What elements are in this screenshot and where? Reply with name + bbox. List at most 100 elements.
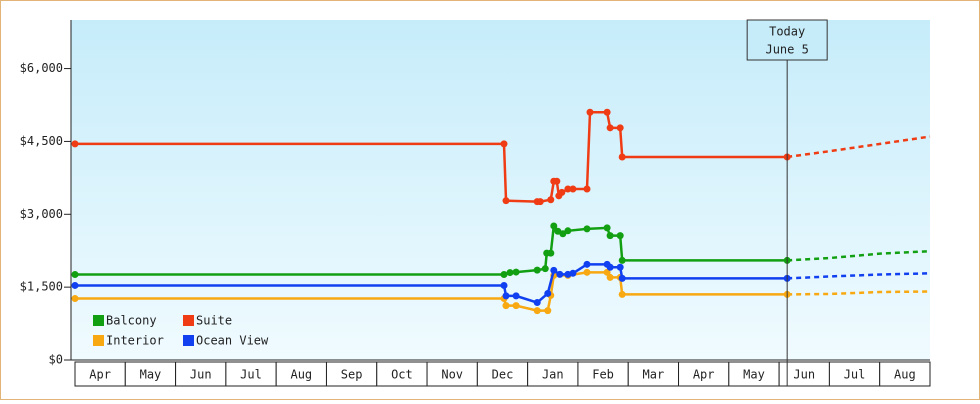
point xyxy=(564,227,572,235)
point xyxy=(506,269,514,277)
point xyxy=(512,292,520,300)
point xyxy=(564,185,572,193)
x-tick-box xyxy=(527,361,579,387)
point xyxy=(71,271,79,279)
point xyxy=(618,256,626,264)
legend-label: Suite xyxy=(196,314,232,328)
point xyxy=(71,140,79,148)
x-tick-box xyxy=(275,361,327,387)
legend-swatch xyxy=(93,315,104,326)
y-tick-label: $0 xyxy=(49,353,63,367)
point xyxy=(616,263,624,271)
projection-line xyxy=(787,249,931,262)
point xyxy=(533,266,541,274)
series-line xyxy=(75,263,788,304)
point xyxy=(618,290,626,298)
projection-line xyxy=(787,272,931,280)
projection-line xyxy=(786,135,931,159)
point xyxy=(547,249,555,257)
x-tick-label: Aug xyxy=(894,368,916,382)
point xyxy=(586,108,594,116)
x-tick-label: May xyxy=(140,368,162,382)
point xyxy=(533,307,541,315)
y-tick-label: $4,500 xyxy=(20,134,63,148)
point xyxy=(533,299,541,307)
x-tick-box xyxy=(225,361,277,387)
point xyxy=(502,197,510,205)
x-tick-label: Nov xyxy=(441,368,463,382)
point xyxy=(500,140,508,148)
x-tick-label: Jun xyxy=(190,368,212,382)
x-tick-label: Feb xyxy=(592,368,614,382)
point xyxy=(558,188,566,196)
point xyxy=(502,292,510,300)
point xyxy=(583,260,591,268)
legend-swatch xyxy=(183,335,194,346)
point xyxy=(583,185,591,193)
point xyxy=(603,224,611,232)
point xyxy=(536,198,544,206)
point xyxy=(618,274,626,282)
y-tick-label: $1,500 xyxy=(20,280,63,294)
today-label: June 5 xyxy=(765,43,808,57)
x-tick-label: Jul xyxy=(844,368,866,382)
point xyxy=(616,232,624,240)
plot-area xyxy=(71,20,930,360)
point xyxy=(547,196,555,204)
x-tick-box xyxy=(124,361,177,387)
point xyxy=(500,281,508,289)
point xyxy=(556,270,564,278)
point xyxy=(583,225,591,233)
legend-label: Ocean View xyxy=(196,334,269,348)
point xyxy=(618,153,626,161)
legend-label: Balcony xyxy=(106,314,157,328)
point xyxy=(550,266,558,274)
point xyxy=(603,108,611,116)
point xyxy=(583,268,591,276)
legend-swatch xyxy=(183,315,194,326)
point xyxy=(569,185,577,193)
x-tick-label: Aug xyxy=(290,368,312,382)
x-tick-box xyxy=(175,361,227,387)
today-label: Today xyxy=(769,25,805,39)
point xyxy=(606,273,614,281)
x-tick-label: Apr xyxy=(89,368,111,382)
projection-line xyxy=(787,290,931,296)
y-tick-label: $3,000 xyxy=(20,207,63,221)
x-tick-label: Oct xyxy=(391,368,413,382)
x-tick-label: Mar xyxy=(643,368,665,382)
point xyxy=(606,124,614,132)
point xyxy=(544,307,552,315)
point xyxy=(512,302,520,310)
point xyxy=(616,124,624,132)
x-tick-label: Apr xyxy=(693,368,715,382)
x-tick-label: Sep xyxy=(341,368,363,382)
point xyxy=(606,232,614,240)
x-tick-label: Dec xyxy=(492,368,514,382)
x-tick-box xyxy=(426,361,478,387)
x-tick-label: May xyxy=(743,368,765,382)
legend-swatch xyxy=(93,335,104,346)
point xyxy=(544,289,552,297)
point xyxy=(512,268,520,276)
point xyxy=(603,268,611,276)
x-tick-box xyxy=(879,361,931,387)
point xyxy=(71,281,79,289)
x-tick-box xyxy=(627,361,680,387)
point xyxy=(502,302,510,310)
y-tick-label: $6,000 xyxy=(20,61,63,75)
point xyxy=(500,271,508,279)
point xyxy=(606,263,614,271)
x-tick-label: Jun xyxy=(793,368,815,382)
x-tick-box xyxy=(678,361,730,387)
x-tick-box xyxy=(828,361,881,387)
point xyxy=(541,265,549,273)
point xyxy=(550,222,558,230)
x-tick-label: Jul xyxy=(240,368,262,382)
point xyxy=(569,269,577,277)
point xyxy=(71,295,79,303)
point xyxy=(553,177,561,185)
x-tick-box xyxy=(74,361,126,387)
